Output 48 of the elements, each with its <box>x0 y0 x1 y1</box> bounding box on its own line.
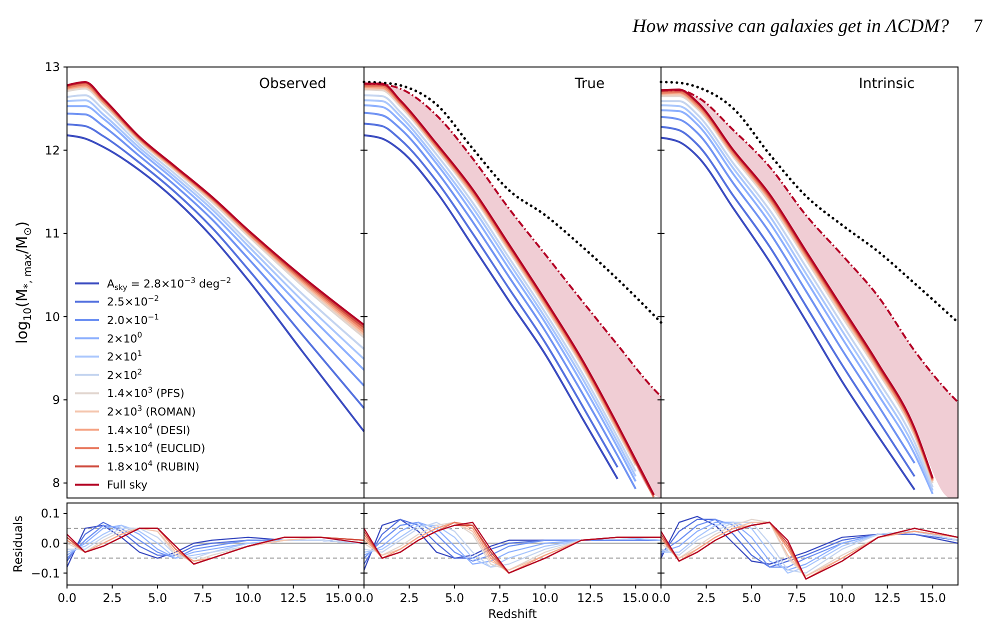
x-tick-label: 7.5 <box>490 591 510 605</box>
x-tick-label: 15.0 <box>919 591 946 605</box>
x-tick-label: 7.5 <box>193 591 212 605</box>
text: Intrinsic <box>858 76 915 92</box>
x-tick-label: 0.0 <box>651 591 671 605</box>
x-tick-label: 0.0 <box>354 591 374 605</box>
y-tick-label: −0.1 <box>30 566 60 580</box>
y-tick-label: 0.1 <box>40 506 60 521</box>
x-tick-label: 10.0 <box>532 591 558 605</box>
x-tick-label: 15.0 <box>622 591 650 605</box>
text: Observed <box>259 76 326 92</box>
y-tick-label: 8 <box>52 476 60 490</box>
x-tick-label: 10.0 <box>828 591 856 605</box>
x-tick-label: 12.5 <box>577 591 604 605</box>
x-tick-label: 12.5 <box>874 591 901 605</box>
legend-label: 1.4×10$^{4}$ (DESI) <box>107 422 190 437</box>
x-tick-label: 10.0 <box>234 591 262 605</box>
y-tick-label: 13 <box>44 60 60 74</box>
text: True <box>574 76 605 92</box>
legend-label: 1.8×10$^{4}$ (RUBIN) <box>107 458 200 474</box>
y-tick-label: 9 <box>52 393 60 408</box>
legend-label: 1.5×10$^{4}$ (EUCLID) <box>107 440 206 456</box>
legend-label: 2×10$^{3}$ (ROMAN) <box>107 404 196 418</box>
x-axis-title: Redshift <box>488 607 538 621</box>
legend-label: 2.0×10$^{−1}$ <box>107 312 160 327</box>
y-tick-label: 0.0 <box>40 536 60 550</box>
legend-label: 2×10$^{1}$ <box>107 348 142 364</box>
x-tick-label: 5.0 <box>148 591 168 605</box>
x-tick-label: 12.5 <box>280 591 307 605</box>
legend-label: 2.5×10$^{−2}$ <box>107 294 160 309</box>
legend-label: Full sky <box>107 478 148 492</box>
x-tick-label: 2.5 <box>400 591 419 605</box>
x-tick-label: 2.5 <box>696 591 716 605</box>
x-tick-label: 5.0 <box>445 591 464 605</box>
x-tick-label: 7.5 <box>787 591 806 605</box>
y-tick-label: 12 <box>44 143 60 158</box>
legend-label: 2×10$^{2}$ <box>107 367 142 382</box>
y-tick-label: 11 <box>44 226 60 241</box>
text: How massive can galaxies get in ΛCDM? <box>632 16 950 37</box>
legend-label: A$_{sky}$ = 2.8×10$^{−3}$ deg$^{−2}$ <box>107 276 232 292</box>
legend-label: 1.4×10$^{3}$ (PFS) <box>107 386 184 400</box>
x-tick-label: 15.0 <box>325 591 352 605</box>
x-tick-label: 5.0 <box>742 591 762 605</box>
x-tick-label: 2.5 <box>102 591 122 605</box>
y-tick-label: 10 <box>44 310 60 324</box>
text: 7 <box>974 16 983 37</box>
y-axis-title: Residuals <box>11 516 25 572</box>
legend-label: 2×10$^{0}$ <box>107 330 142 346</box>
